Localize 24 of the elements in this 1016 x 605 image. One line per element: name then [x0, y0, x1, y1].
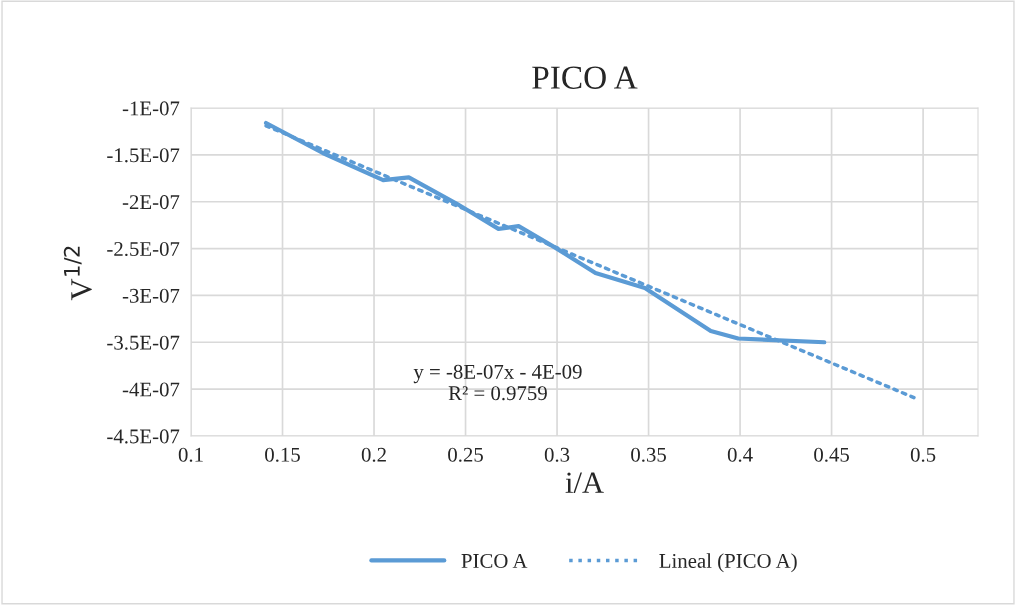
y-tick-label: -4E-07 [122, 382, 180, 397]
annotation: R² = 0.9759 [448, 386, 547, 401]
x-tick-label: 0.45 [814, 447, 849, 462]
x-tick-label: 0.4 [727, 447, 753, 462]
x-axis-title: i/A [565, 472, 604, 494]
x-tick-label: 0.15 [265, 447, 300, 462]
x-tick-label: 0.2 [361, 447, 386, 462]
x-tick-label: 0.35 [631, 447, 666, 462]
x-tick-label: 0.25 [448, 447, 483, 462]
legend-label: PICO A [461, 553, 528, 568]
annotation: y = -8E-07x - 4E-09 [413, 364, 582, 384]
y-axis-title: V$^{1/2}$ [63, 246, 92, 301]
legend-label: Lineal (PICO A) [659, 553, 797, 573]
y-tick-label: -1.5E-07 [107, 148, 180, 163]
y-tick-label: -4.5E-07 [107, 429, 180, 444]
x-tick-label: 0.5 [910, 447, 936, 462]
y-tick-label: -2E-07 [122, 195, 180, 210]
y-tick-label: -3.5E-07 [107, 335, 180, 350]
x-tick-label: 0.3 [544, 447, 570, 462]
chart-title: PICO A [532, 66, 638, 89]
y-tick-label: -2.5E-07 [107, 241, 180, 257]
x-tick-label: 0.1 [178, 447, 203, 462]
y-tick-label: -1E-07 [122, 101, 180, 116]
y-tick-label: -3E-07 [122, 288, 180, 303]
